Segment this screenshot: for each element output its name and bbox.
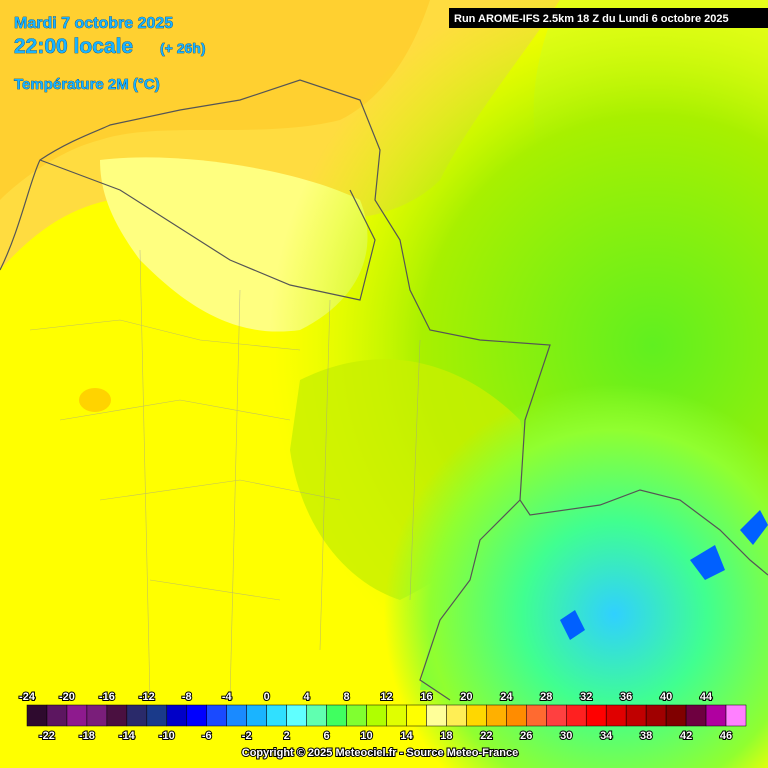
legend-label: 0 xyxy=(264,691,270,703)
legend-swatch xyxy=(665,704,687,727)
legend-label: -20 xyxy=(59,691,75,703)
legend-swatch xyxy=(106,704,128,727)
legend-label: -14 xyxy=(119,730,136,742)
legend-label: 2 xyxy=(284,730,290,742)
legend-swatch xyxy=(506,704,527,727)
legend-swatch xyxy=(546,704,567,727)
legend-swatch xyxy=(605,704,627,727)
header: Mardi 7 octobre 2025 22:00 locale (+ 26h… xyxy=(14,8,768,93)
legend-swatch xyxy=(266,704,287,727)
legend-label: 32 xyxy=(580,691,592,703)
legend-swatch xyxy=(366,704,387,727)
forecast-offset: (+ 26h) xyxy=(160,40,206,56)
forecast-time: 22:00 locale xyxy=(14,35,133,58)
legend-swatch xyxy=(446,704,467,727)
legend-label: 40 xyxy=(660,691,672,703)
legend-swatch xyxy=(526,704,547,727)
legend-swatch xyxy=(286,704,307,727)
legend-label: 14 xyxy=(400,730,413,742)
legend-swatch xyxy=(466,704,487,727)
legend-label: 22 xyxy=(480,730,492,742)
variable-name: Température 2M (°C) xyxy=(14,76,160,93)
legend-label: 4 xyxy=(304,691,311,703)
legend-swatch xyxy=(66,704,88,727)
legend-swatch xyxy=(206,704,227,727)
run-box xyxy=(449,8,768,28)
legend-label: 42 xyxy=(680,730,692,742)
legend-label: 46 xyxy=(720,730,732,742)
legend-swatch xyxy=(566,704,587,727)
legend-label: 24 xyxy=(500,691,513,703)
legend-swatch xyxy=(246,704,267,727)
legend-label: 38 xyxy=(640,730,652,742)
legend-label: 30 xyxy=(560,730,572,742)
legend-swatch xyxy=(326,704,347,727)
legend-label: -8 xyxy=(182,691,192,703)
legend: -24-22-20-18-16-14-12-10-8-6-4-202468101… xyxy=(18,690,747,743)
legend-label: 12 xyxy=(380,691,392,703)
legend-label: -24 xyxy=(19,691,36,703)
legend-label: 36 xyxy=(620,691,632,703)
run-info: Run AROME-IFS 2.5km 18 Z du Lundi 6 octo… xyxy=(454,13,729,25)
legend-swatch xyxy=(306,704,327,727)
legend-label: 26 xyxy=(520,730,532,742)
legend-label: -12 xyxy=(139,691,155,703)
legend-swatch xyxy=(406,704,427,727)
legend-swatch xyxy=(166,704,188,727)
legend-label: 6 xyxy=(324,730,330,742)
legend-swatch xyxy=(46,704,68,727)
legend-label: -2 xyxy=(242,730,252,742)
legend-label: 44 xyxy=(700,691,713,703)
legend-swatch xyxy=(26,704,48,727)
borders xyxy=(0,79,768,701)
legend-swatch xyxy=(705,704,727,727)
legend-swatch xyxy=(186,704,207,727)
legend-label: -10 xyxy=(159,730,175,742)
legend-label: -18 xyxy=(79,730,95,742)
legend-label: -4 xyxy=(222,691,233,703)
legend-label: 16 xyxy=(420,691,432,703)
legend-swatch xyxy=(486,704,507,727)
legend-swatch xyxy=(725,704,747,727)
legend-label: 10 xyxy=(360,730,372,742)
legend-label: 20 xyxy=(460,691,472,703)
legend-label: 34 xyxy=(600,730,613,742)
copyright: Copyright © 2025 Meteociel.fr - Source M… xyxy=(242,747,518,759)
legend-swatch xyxy=(146,704,168,727)
legend-label: -16 xyxy=(99,691,115,703)
legend-swatch xyxy=(685,704,707,727)
legend-swatch xyxy=(386,704,407,727)
legend-swatch xyxy=(645,704,667,727)
forecast-date: Mardi 7 octobre 2025 xyxy=(14,15,173,32)
legend-label: 18 xyxy=(440,730,452,742)
legend-label: -6 xyxy=(202,730,212,742)
legend-label: 8 xyxy=(343,691,349,703)
legend-swatch xyxy=(86,704,108,727)
legend-label: 28 xyxy=(540,691,552,703)
legend-swatch xyxy=(625,704,647,727)
legend-swatch xyxy=(126,704,148,727)
legend-swatch xyxy=(346,704,367,727)
legend-label: -22 xyxy=(39,730,55,742)
legend-swatch xyxy=(226,704,247,727)
legend-swatch xyxy=(426,704,447,727)
legend-swatch xyxy=(585,704,607,727)
